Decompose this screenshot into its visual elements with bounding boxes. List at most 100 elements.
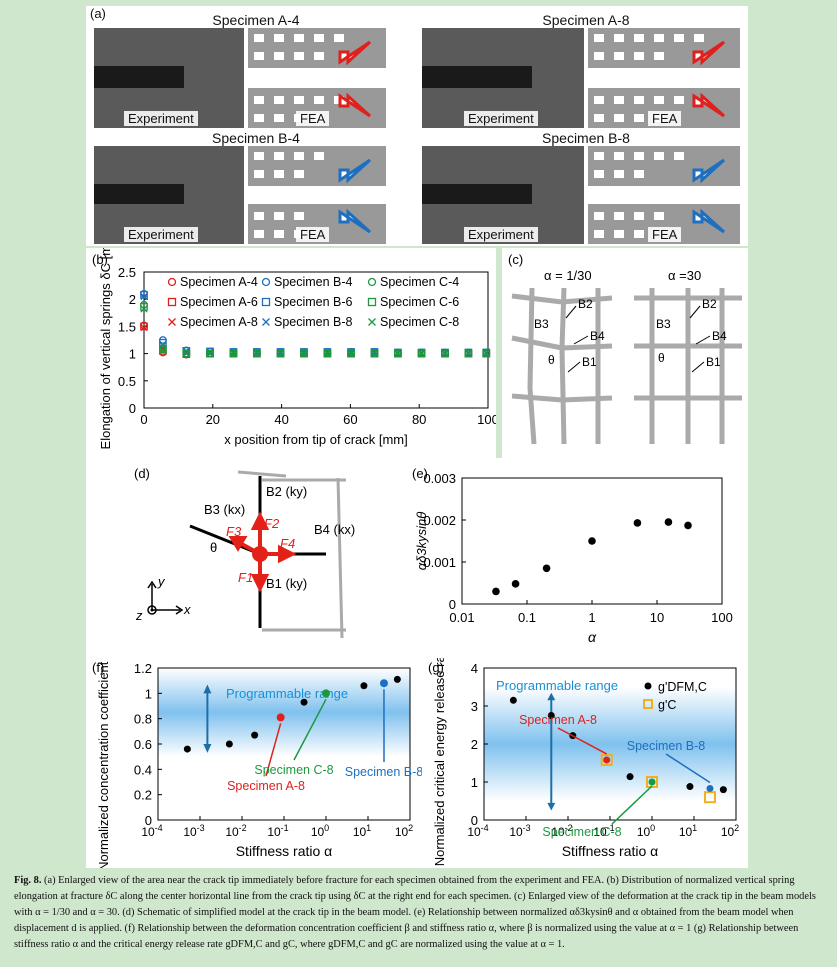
- arrow-icon: [692, 208, 726, 234]
- data-point: [417, 349, 426, 358]
- data-point: [370, 349, 379, 358]
- data-point: [300, 698, 308, 706]
- highlight-point: [706, 784, 714, 792]
- legend-label: g'DFM,C: [658, 680, 707, 694]
- data-point: [253, 349, 261, 358]
- fea-image-a8: FEA: [588, 28, 740, 128]
- x-tick-label: 100: [637, 823, 655, 839]
- x-tick-label: 10-2: [225, 823, 246, 839]
- legend-marker: [262, 318, 270, 326]
- data-point: [140, 290, 148, 299]
- fea-image-a4: FEA: [248, 28, 386, 128]
- data-point: [182, 349, 190, 358]
- arrow-icon: [692, 158, 726, 184]
- data-point: [464, 349, 473, 358]
- chart-f: (f)10-4 10-3 10-2 10-1 100 101 10200.20.40.60.…: [92, 617, 423, 871]
- beam-grid-right: [634, 288, 742, 444]
- highlight-point: [603, 756, 611, 764]
- axis-y-label: y: [157, 574, 166, 589]
- highlight-label: Specimen A-8: [519, 713, 597, 727]
- range-arrow-head: [547, 692, 556, 701]
- axis-x-label: x: [183, 602, 191, 617]
- experiment-caption: Experiment: [464, 227, 538, 242]
- x-tick-label: 0: [140, 412, 147, 427]
- legend-marker: [644, 682, 652, 690]
- y-tick-label: 0.003: [423, 471, 456, 486]
- legend-marker: [261, 277, 271, 287]
- label-f4: F4: [280, 536, 295, 551]
- legend-marker: [643, 699, 653, 709]
- highlight-label: Specimen B-8: [345, 765, 422, 779]
- callout-arrows: [565, 305, 711, 373]
- data-point: [225, 740, 233, 748]
- x-tick-label: 100: [311, 823, 329, 839]
- range-arrow-head: [203, 684, 212, 694]
- x-tick-label: 102: [395, 823, 413, 839]
- data-point: [300, 349, 308, 358]
- data-point: [482, 349, 490, 358]
- y-axis-label: αδ3kysinθ: [414, 512, 429, 571]
- data-point: [323, 349, 332, 358]
- highlight-arrow: [265, 723, 282, 777]
- arrow-icon: [338, 92, 372, 118]
- legend-label: Specimen A-4: [180, 275, 258, 289]
- x-tick-label: 20: [206, 412, 220, 427]
- label-f2: F2: [264, 516, 280, 531]
- panel-f-label: (f): [92, 660, 104, 675]
- legend-marker: [261, 297, 271, 307]
- range-arrow-head: [203, 744, 212, 753]
- panel-g-label: (g): [428, 660, 444, 675]
- plot-frame: [143, 271, 489, 409]
- highlight-label: Specimen C-8: [542, 825, 621, 839]
- highlight-arrow: [557, 727, 608, 755]
- data-point: [633, 519, 642, 527]
- x-tick-label: 1: [588, 610, 595, 625]
- specimen-a4-title: Specimen A-4: [212, 12, 300, 28]
- x-axis-label: α: [588, 629, 597, 645]
- y-tick-label: 0.4: [134, 762, 152, 777]
- caption-text: (a) Enlarged view of the area near the c…: [14, 875, 816, 950]
- fea-lattice-a8: [588, 28, 740, 128]
- label-b1: B1 (ky): [266, 576, 307, 591]
- coordinate-axes: [147, 580, 184, 615]
- specimen-b8-title: Specimen B-8: [542, 130, 630, 146]
- highlight-label: Specimen B-8: [627, 739, 706, 753]
- label-b1: B1: [706, 355, 721, 369]
- data-point: [323, 349, 332, 358]
- experiment-image-b4: Experiment: [94, 146, 244, 244]
- data-point: [206, 349, 214, 358]
- programmable-band: [158, 668, 410, 757]
- data-point: [542, 564, 551, 573]
- data-point: [276, 349, 285, 358]
- data-point: [276, 349, 285, 358]
- data-point: [140, 292, 148, 301]
- data-point: [684, 521, 692, 530]
- data-point: [588, 537, 596, 545]
- panel-d-label: (d): [134, 466, 150, 481]
- legend-marker: [368, 318, 376, 326]
- data-point: [686, 783, 694, 791]
- panel-d: (d) B2 (ky) B3 (kx) B4 (kx) B1 (ky) θ F2…: [86, 458, 406, 658]
- panel-b: (b) 0 20 40 60 80 100 0 0.5 1 1.5 2 2.5 x position fr…: [86, 231, 499, 458]
- panel-a-label: (a): [90, 6, 106, 21]
- x-tick-label: 80: [412, 412, 426, 427]
- data-point: [140, 322, 148, 331]
- label-theta: θ: [658, 351, 665, 365]
- legend-marker: [367, 277, 377, 287]
- x-tick-label: 0.01: [449, 610, 474, 625]
- highlight-label: Specimen A-8: [227, 779, 305, 793]
- highlight-label: Specimen C-8: [254, 763, 333, 777]
- x-tick-label: 10: [650, 610, 664, 625]
- y-axis-label: Normalized critical energy release rate …: [432, 658, 447, 866]
- x-axis-label: Stiffness ratio α: [236, 843, 333, 859]
- label-b3: B3: [534, 317, 549, 331]
- highlight-arrow: [665, 753, 711, 784]
- legend-label: Specimen A-6: [180, 295, 258, 309]
- x-tick-label: 100: [477, 412, 496, 427]
- data-point: [347, 349, 355, 358]
- y-tick-label: 0.002: [423, 513, 456, 528]
- data-point: [482, 349, 491, 358]
- y-axis-label: Normalized concentration coefficient β/β…: [96, 658, 111, 868]
- panel-a: (a) Specimen A-4 Experiment FEA Specimen…: [86, 6, 748, 246]
- programmable-band: [484, 687, 736, 801]
